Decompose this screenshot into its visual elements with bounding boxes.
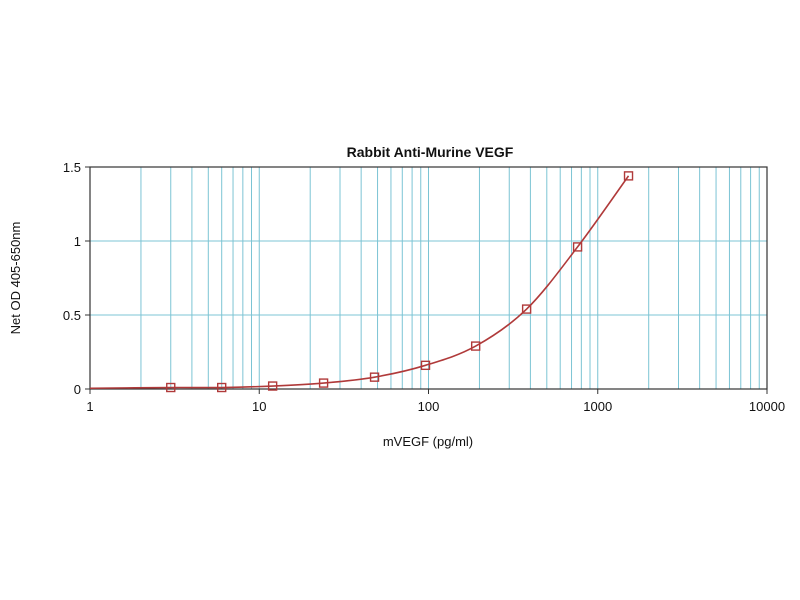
y-tick-label: 1.5 (63, 160, 81, 175)
x-axis: 1 10 100 1000 10000 (86, 389, 785, 414)
data-point (420, 360, 431, 371)
data-point (470, 341, 481, 351)
y-tick-label: 1 (74, 234, 81, 249)
chart-title: Rabbit Anti-Murine VEGF (347, 144, 514, 160)
y-tick-label: 0 (74, 382, 81, 397)
x-tick-label: 1 (86, 399, 93, 414)
fit-curve (89, 175, 630, 390)
x-tick-label: 100 (418, 399, 440, 414)
data-point (217, 382, 227, 393)
data-point (572, 242, 583, 252)
data-point (267, 381, 278, 391)
x-tick-label: 10000 (749, 399, 785, 414)
x-tick-label: 1000 (583, 399, 612, 414)
y-axis: 0 0.5 1 1.5 (63, 160, 90, 397)
grid (90, 167, 767, 389)
x-tick-label: 10 (252, 399, 266, 414)
data-point (369, 372, 380, 382)
data-points (166, 171, 634, 393)
y-tick-label: 0.5 (63, 308, 81, 323)
data-point (623, 171, 634, 181)
x-axis-label: mVEGF (pg/ml) (383, 434, 473, 449)
data-point (166, 382, 176, 393)
data-point (318, 378, 329, 388)
y-axis-label: Net OD 405-650nm (8, 222, 23, 335)
data-point (521, 304, 532, 314)
